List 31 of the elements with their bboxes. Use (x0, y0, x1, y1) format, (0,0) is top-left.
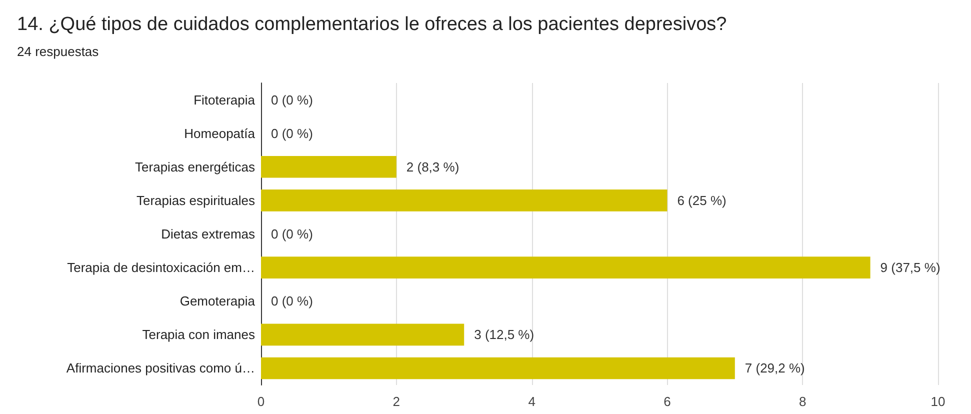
y-tick-label: Terapia con imanes (142, 327, 256, 342)
data-label: 0 (0 %) (271, 126, 313, 141)
data-label: 6 (25 %) (677, 192, 726, 208)
text: 24 respuestas (17, 44, 100, 59)
x-tick-label: 10 (930, 394, 946, 409)
data-label: 3 (12,5 %) (474, 327, 534, 342)
data-label: 2 (8,3 %) (406, 159, 460, 174)
y-tick-label: Fitoterapia (194, 92, 256, 108)
y-tick-label: Gemoterapia (180, 294, 256, 309)
y-tick-label: Terapia de desintoxicación em… (67, 260, 255, 276)
data-label: 7 (29,2 %) (744, 360, 805, 376)
x-tick-label: 6 (664, 394, 671, 409)
x-tick-label: 4 (528, 394, 536, 409)
y-tick-label: Afirmaciones positivas como ú… (66, 360, 255, 376)
bar (261, 256, 870, 278)
data-label: 0 (0 %) (271, 294, 313, 309)
bar (261, 190, 668, 212)
x-tick-label: 8 (798, 394, 806, 409)
x-tick-label: 2 (392, 394, 400, 409)
bar (261, 156, 396, 178)
bar (261, 357, 735, 380)
y-tick-label: Dietas extremas (161, 226, 256, 242)
x-tick-label: 0 (257, 394, 265, 409)
data-label: 9 (37,5 %) (880, 260, 940, 276)
chart-title: 14. ¿Qué tipos de cuidados complementarios le ofreces a los pacientes depresivos? (17, 14, 727, 35)
data-label: 0 (0 %) (271, 226, 313, 242)
bar (261, 324, 464, 346)
y-tick-label: Terapias energéticas (135, 159, 256, 174)
data-label: 0 (0 %) (271, 92, 313, 108)
y-tick-label: Terapias espirituales (136, 192, 256, 208)
y-tick-label: Homeopatía (184, 126, 256, 141)
